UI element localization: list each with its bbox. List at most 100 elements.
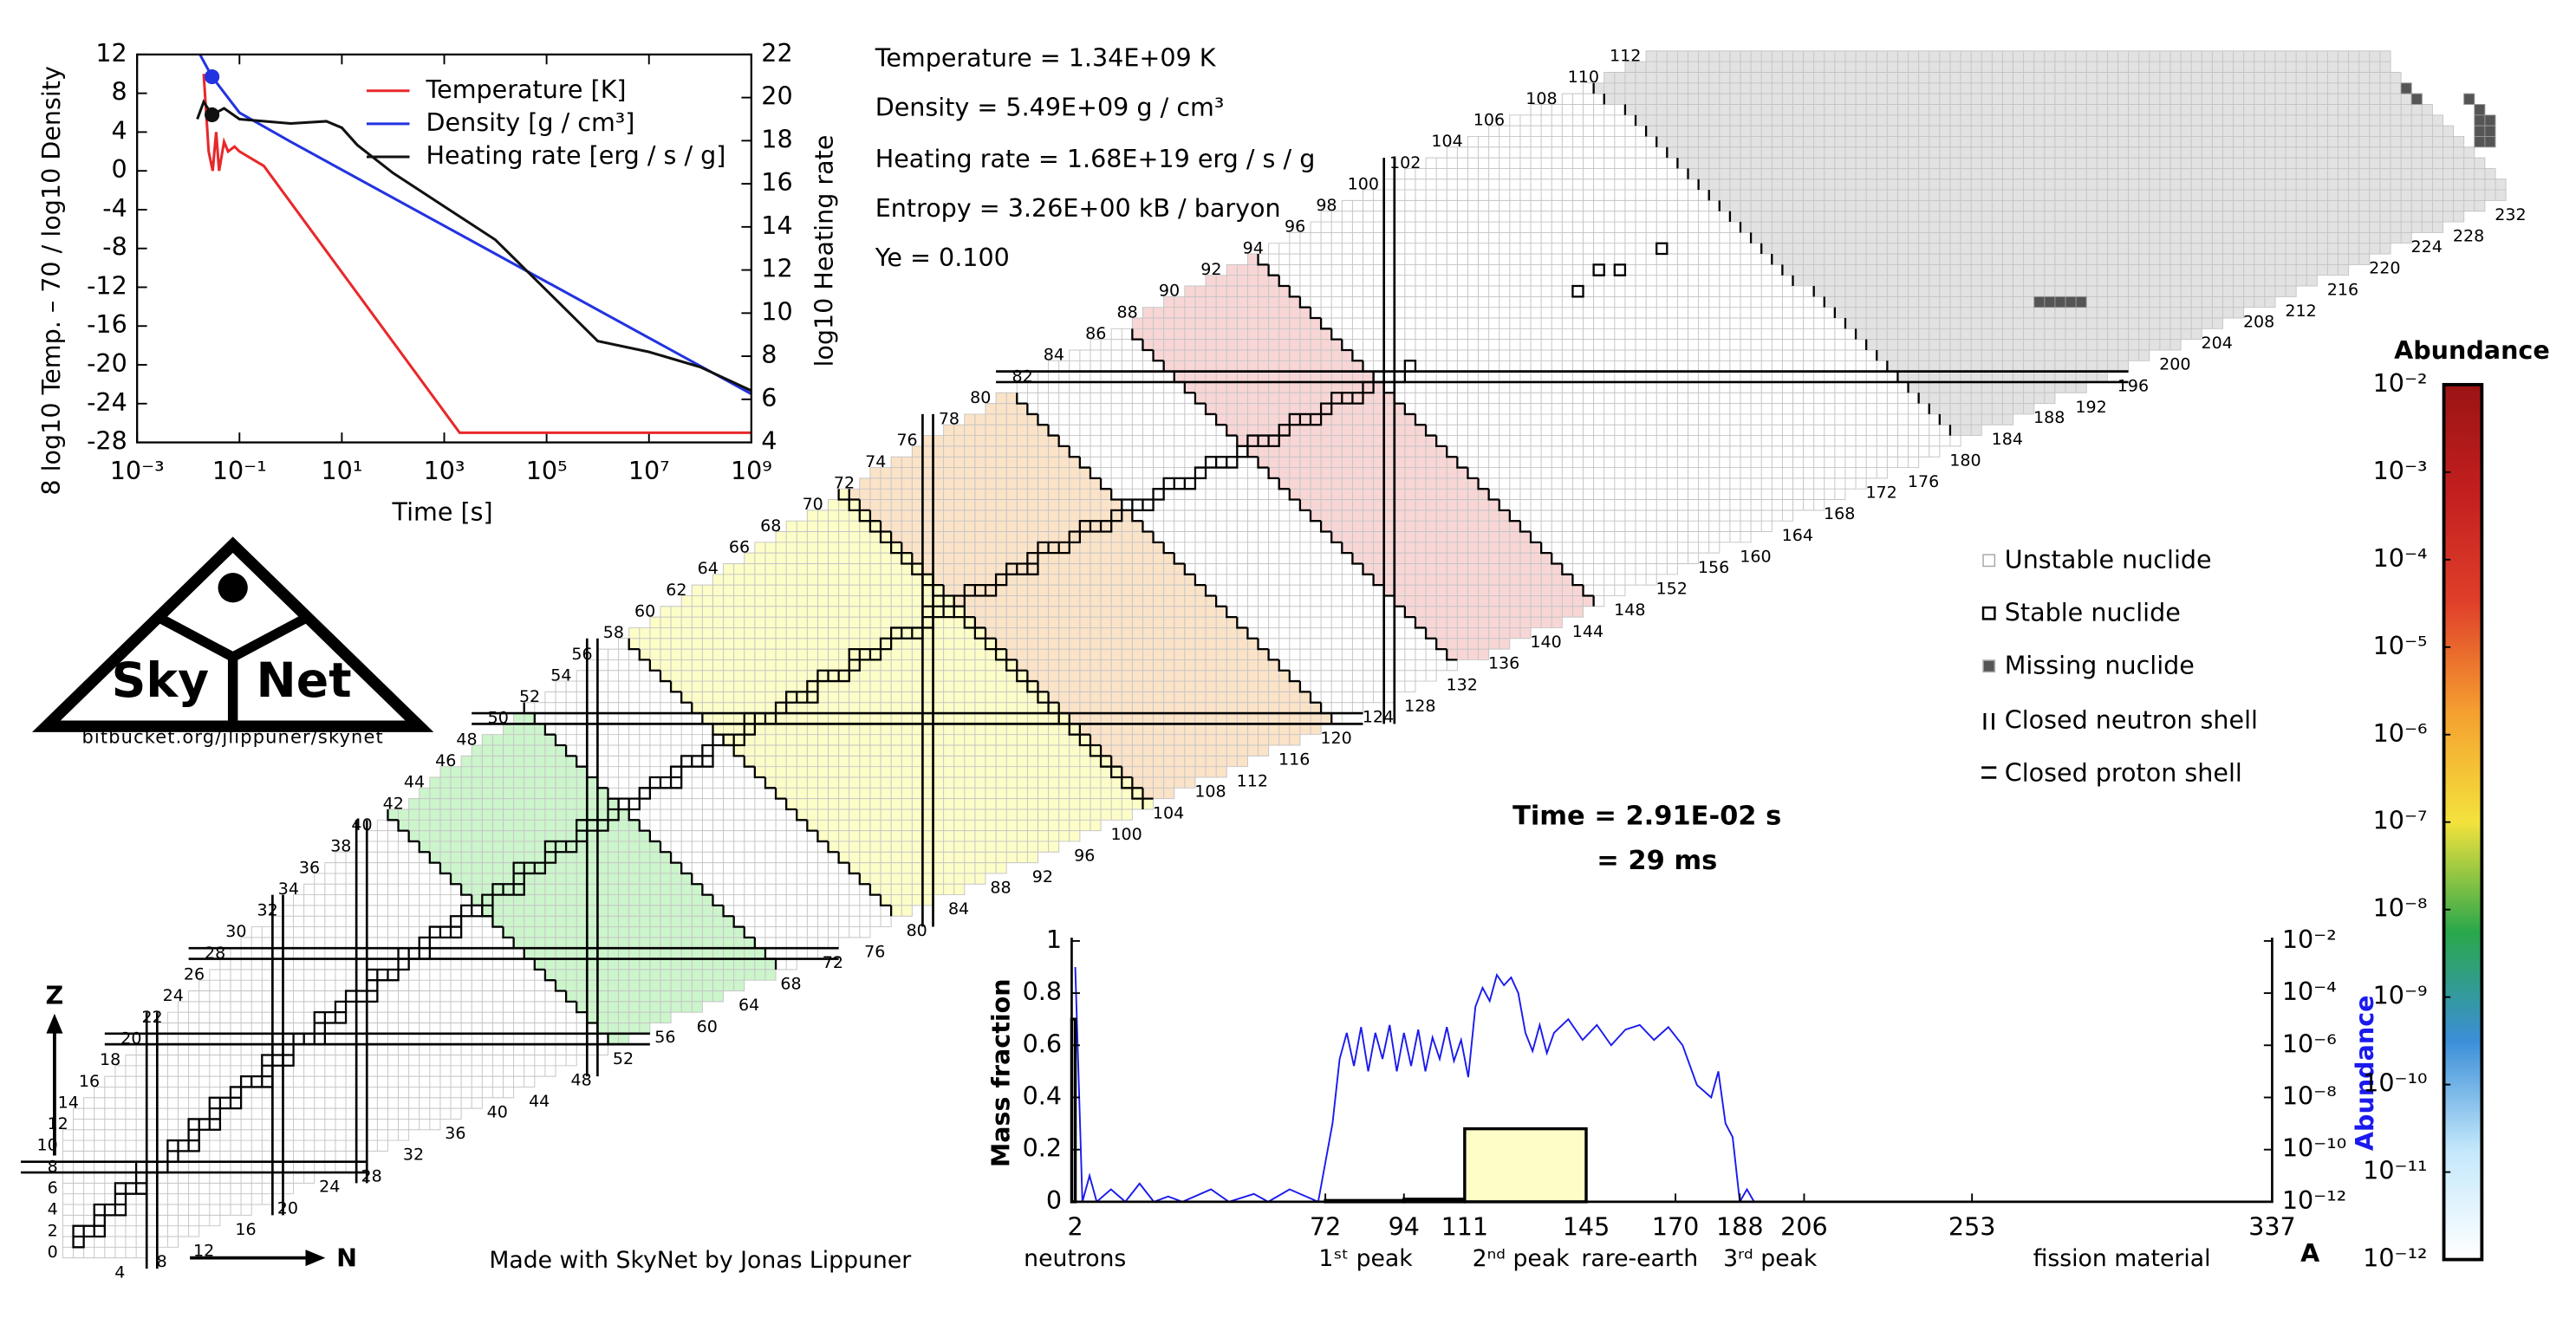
y-tick-label: 0 xyxy=(1046,1185,1062,1215)
y2-tick-label: 10⁻¹² xyxy=(2282,1185,2346,1215)
n-label: 204 xyxy=(2202,334,2233,353)
legend-icon xyxy=(1981,606,1996,620)
region-label: rare-earth xyxy=(1581,1245,1698,1272)
legend-label: Unstable nuclide xyxy=(2005,545,2212,575)
z-label: 6 xyxy=(48,1178,58,1198)
drip-line xyxy=(1592,82,1952,436)
n-label: 88 xyxy=(990,879,1011,898)
n-label: 64 xyxy=(738,996,759,1015)
z-label: 70 xyxy=(803,495,823,514)
z-label: 106 xyxy=(1473,110,1505,129)
series-line xyxy=(198,54,751,395)
z-label: 40 xyxy=(351,815,372,834)
z-label: 18 xyxy=(100,1050,120,1069)
n-label: 224 xyxy=(2411,237,2443,256)
legend-label: Stable nuclide xyxy=(2005,598,2181,627)
n-label: 84 xyxy=(948,899,969,919)
z-label: 88 xyxy=(1116,302,1137,321)
z-label: 34 xyxy=(278,880,299,899)
z-label: 62 xyxy=(666,581,686,600)
n-label: 232 xyxy=(2495,205,2526,224)
colorbar-tick-label: 10⁻¹⁰ xyxy=(2363,1068,2427,1098)
closed-proton-shell xyxy=(188,946,839,960)
z-label: 0 xyxy=(48,1243,58,1262)
x-axis-label: A xyxy=(2300,1238,2319,1268)
y-tick-label: 4 xyxy=(112,115,127,145)
y2-tick-label: 6 xyxy=(761,383,777,412)
plot-area xyxy=(1074,966,1755,1202)
z-label: 28 xyxy=(205,944,225,963)
z-label: 76 xyxy=(896,431,917,450)
z-label: 82 xyxy=(1012,367,1033,386)
y-tick-label: -4 xyxy=(102,193,127,223)
n-label: 212 xyxy=(2285,302,2316,321)
n-label: 104 xyxy=(1153,803,1184,822)
z-label: 96 xyxy=(1285,218,1305,237)
z-label: 26 xyxy=(184,965,205,984)
x-tick-label: 170 xyxy=(1652,1211,1700,1241)
y2-tick-label: 8 xyxy=(761,340,777,369)
x-tick-label: 337 xyxy=(2248,1211,2296,1241)
n-label: 44 xyxy=(529,1092,550,1111)
n-label: 32 xyxy=(403,1146,424,1165)
x-axis-label: Time [s] xyxy=(392,497,493,526)
n-label: 112 xyxy=(1237,771,1268,790)
closed-neutron-shell xyxy=(585,638,599,1077)
z-label: 92 xyxy=(1200,260,1221,279)
logo-y xyxy=(156,613,310,727)
n-label: 8 xyxy=(157,1252,167,1271)
n-label: 168 xyxy=(1824,504,1855,523)
n-label: 136 xyxy=(1488,654,1519,673)
y2-tick-label: 22 xyxy=(761,38,792,68)
y-tick-label: 0.4 xyxy=(1023,1081,1062,1110)
region-label: neutrons xyxy=(1024,1245,1126,1272)
current-marker xyxy=(205,69,220,85)
time-ms: = 29 ms xyxy=(1597,846,1717,876)
time-seconds: Time = 2.91E-02 s xyxy=(1512,802,1781,832)
n-label: 180 xyxy=(1949,451,1981,471)
y-tick-label: -20 xyxy=(87,348,127,378)
x-tick-label: 10⁵ xyxy=(526,456,568,485)
x-tick-label: 72 xyxy=(1310,1211,1341,1241)
y2-tick-label: 10⁻⁶ xyxy=(2282,1029,2337,1058)
n-label: 144 xyxy=(1572,622,1603,641)
x-tick-label: 94 xyxy=(1389,1211,1420,1241)
y-tick-label: 12 xyxy=(95,38,127,68)
region-label: 1ˢᵗ peak xyxy=(1318,1245,1413,1272)
closed-proton-shell xyxy=(104,1032,650,1046)
y-tick-label: -12 xyxy=(87,270,127,300)
network-edge-cells xyxy=(1593,50,2507,437)
y-axis-label: 8 log10 Temp. – 70 / log10 Density xyxy=(36,66,66,496)
credit: Made with SkyNet by Jonas Lippuner xyxy=(489,1247,911,1274)
colorbar-tick-label: 10⁻¹¹ xyxy=(2363,1156,2427,1185)
z-label: 100 xyxy=(1348,174,1379,193)
n-label: 124 xyxy=(1363,707,1394,726)
axes xyxy=(1070,938,2274,1204)
y-tick-label: 0.6 xyxy=(1023,1029,1062,1058)
n-label: 52 xyxy=(613,1049,634,1068)
n-label: 48 xyxy=(570,1070,591,1089)
legend-label: Missing nuclide xyxy=(2005,651,2195,680)
y-tick-label: 0.2 xyxy=(1023,1133,1062,1163)
z-label: 90 xyxy=(1159,282,1180,301)
n-label: 160 xyxy=(1740,547,1771,566)
n-label: 108 xyxy=(1194,782,1226,802)
y-tick-label: 8 xyxy=(112,77,127,107)
z-label: 102 xyxy=(1389,153,1421,172)
y2-axis-label: Abundance xyxy=(2350,996,2379,1152)
x-tick-label: 145 xyxy=(1563,1211,1610,1241)
n-label: 148 xyxy=(1614,601,1645,620)
n-label: 76 xyxy=(864,943,885,962)
n-label: 80 xyxy=(907,921,927,940)
n-label: 4 xyxy=(114,1263,125,1282)
y-tick-label: -24 xyxy=(87,387,127,417)
x-tick-label: 2 xyxy=(1067,1211,1083,1241)
z-label: 54 xyxy=(550,665,571,685)
n-label: 156 xyxy=(1698,558,1729,577)
x-tick-label: 10⁻³ xyxy=(110,456,165,485)
z-label: 104 xyxy=(1431,132,1462,151)
colorbar-tick-label: 10⁻⁷ xyxy=(2373,806,2428,835)
y-tick-label: -16 xyxy=(87,309,127,339)
